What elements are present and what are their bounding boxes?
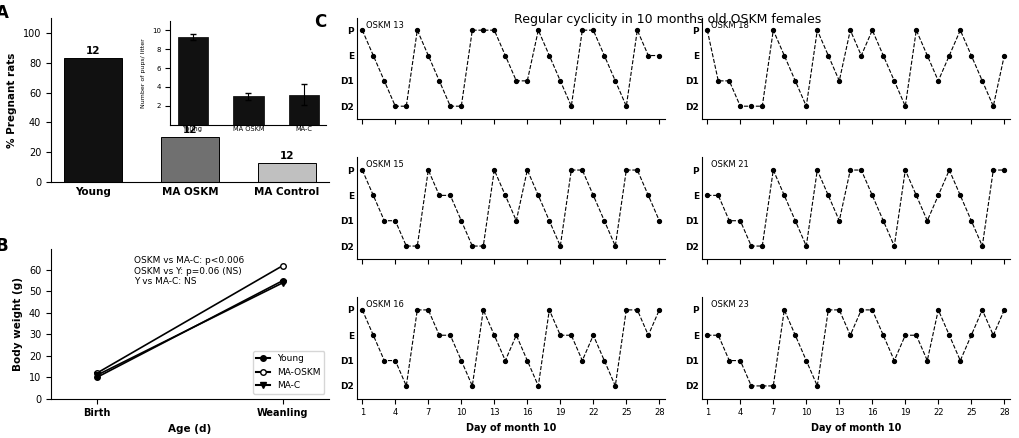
Text: OSKM 21: OSKM 21 [710,160,748,170]
Y-axis label: Body weight (g): Body weight (g) [13,277,23,371]
Line: MA-C: MA-C [95,280,285,378]
Line: MA-OSKM: MA-OSKM [95,263,285,376]
Bar [258,163,316,183]
X-axis label: Day of month 10: Day of month 10 [810,423,900,433]
Text: 12: 12 [279,151,294,161]
Line: Young: Young [95,278,285,380]
Text: A: A [0,4,8,22]
Legend: Young, MA-OSKM, MA-C: Young, MA-OSKM, MA-C [253,351,324,394]
MA-OSKM [91,370,103,375]
X-axis label: Age (d): Age (d) [168,424,211,434]
Text: OSKM 16: OSKM 16 [366,300,404,309]
Young [91,374,103,380]
Text: 12: 12 [86,46,100,56]
MA-C [276,280,288,286]
Text: Regular cyclicity in 10 months old OSKM females: Regular cyclicity in 10 months old OSKM … [514,13,821,26]
Text: OSKM 18: OSKM 18 [710,21,748,29]
Text: C: C [314,13,326,31]
Text: OSKM 23: OSKM 23 [710,300,748,309]
Text: B: B [0,237,8,254]
Bar [63,58,122,183]
Text: OSKM vs MA-C: p<0.006
OSKM vs Y: p=0.06 (NS)
Y vs MA-C: NS: OSKM vs MA-C: p<0.006 OSKM vs Y: p=0.06 … [135,256,245,286]
Text: OSKM 13: OSKM 13 [366,21,404,29]
Text: OSKM 15: OSKM 15 [366,160,404,170]
Young [276,278,288,283]
MA-C [91,372,103,378]
Text: 12: 12 [182,125,197,135]
MA-OSKM [276,263,288,268]
X-axis label: Day of month 10: Day of month 10 [465,423,555,433]
Y-axis label: % Pregnant rats: % Pregnant rats [7,52,17,148]
Bar [161,138,219,183]
